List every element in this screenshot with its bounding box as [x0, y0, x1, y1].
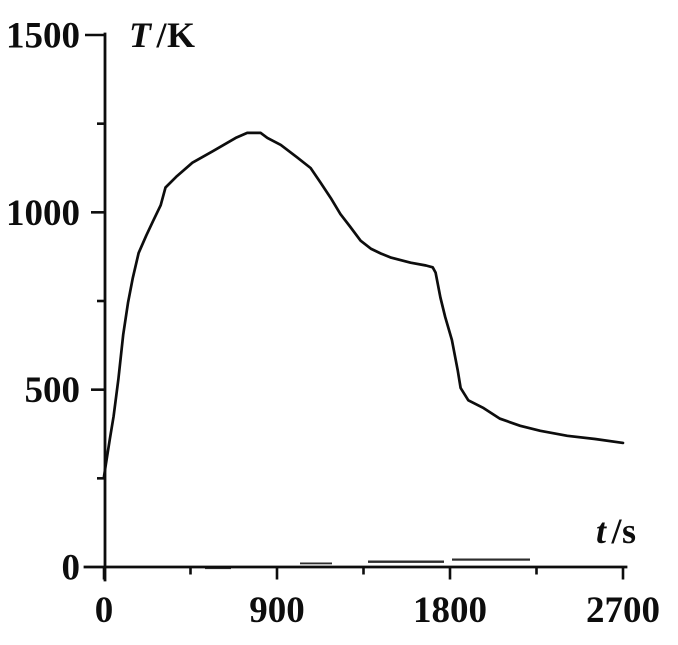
x-tick-label: 0 [95, 590, 114, 631]
scan-noise [368, 560, 444, 563]
scan-noise [300, 562, 332, 565]
x-tick-label: 2700 [586, 590, 660, 631]
y-tick-label: 0 [62, 548, 81, 589]
x-tick-label: 1800 [413, 590, 487, 631]
x-tick-label: 900 [249, 590, 305, 631]
x-axis-unit: /s [611, 511, 637, 551]
scan-noise [452, 558, 530, 561]
x-axis-label: t/s [596, 510, 637, 552]
x-axis-quantity: t [596, 511, 607, 551]
y-tick-label: 500 [25, 370, 81, 411]
temperature-curve [102, 131, 625, 478]
y-axis-tick-labels: 0 500 1000 1500 [6, 16, 80, 589]
y-axis-ticks [85, 33, 105, 480]
x-axis-ticks [102, 567, 625, 580]
y-tick-label: 1000 [6, 193, 80, 234]
y-axis-unit: /K [156, 15, 196, 55]
y-axis-quantity: T [129, 15, 152, 55]
y-tick-label: 1500 [6, 16, 80, 57]
y-axis-label: T/K [129, 14, 196, 56]
scan-noise [205, 567, 231, 570]
x-axis-tick-labels: 0 900 1800 2700 [95, 590, 660, 631]
